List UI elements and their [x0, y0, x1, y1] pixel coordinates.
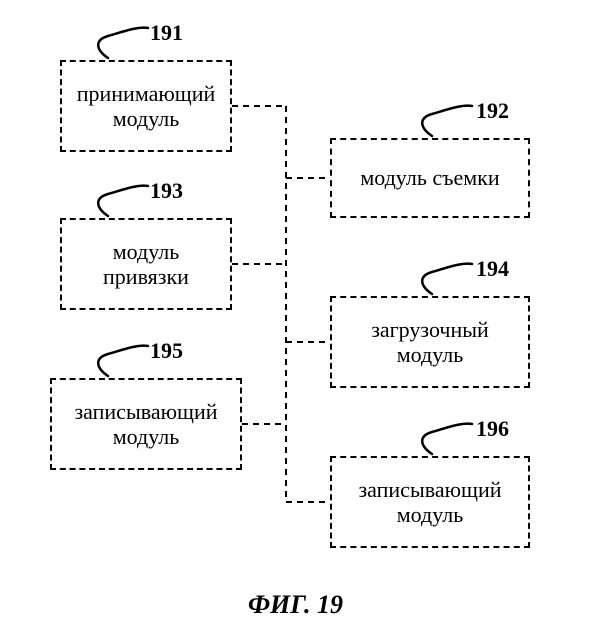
node-label: принимающий модуль [68, 81, 224, 132]
figure-stage: принимающий модуль модуль привязки запис… [0, 0, 591, 640]
ref-191: 191 [150, 20, 183, 46]
node-label: записывающий модуль [338, 477, 522, 528]
node-label: модуль съемки [360, 165, 499, 190]
ref-192: 192 [476, 98, 509, 124]
ref-194: 194 [476, 256, 509, 282]
node-195: записывающий модуль [50, 378, 242, 470]
node-192: модуль съемки [330, 138, 530, 218]
ref-196: 196 [476, 416, 509, 442]
node-196: записывающий модуль [330, 456, 530, 548]
node-label: записывающий модуль [58, 399, 234, 450]
node-191: принимающий модуль [60, 60, 232, 152]
node-193: модуль привязки [60, 218, 232, 310]
figure-caption: ФИГ. 19 [0, 590, 591, 620]
node-label: модуль привязки [68, 239, 224, 290]
ref-195: 195 [150, 338, 183, 364]
ref-193: 193 [150, 178, 183, 204]
node-label: загрузочный модуль [338, 317, 522, 368]
node-194: загрузочный модуль [330, 296, 530, 388]
